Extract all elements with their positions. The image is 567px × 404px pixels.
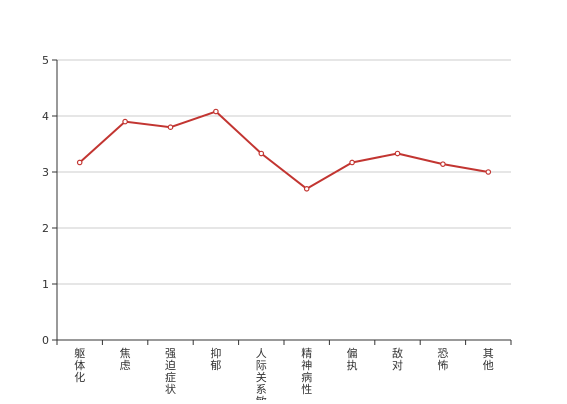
- y-tick-label: 3: [42, 166, 49, 179]
- axes: [52, 59, 512, 345]
- data-point: [213, 108, 219, 115]
- data-point: [122, 118, 128, 125]
- y-tick-label: 0: [42, 334, 49, 347]
- data-point: [440, 161, 446, 167]
- data-point: [258, 150, 265, 157]
- y-tick-label: 5: [42, 54, 49, 67]
- x-tick-label: 敌对: [392, 346, 403, 372]
- data-point: [394, 150, 401, 157]
- y-tick-label: 1: [42, 278, 49, 291]
- x-tick-label: 精神病性: [301, 347, 312, 396]
- data-point: [349, 159, 355, 166]
- data-point: [303, 186, 310, 192]
- data-point: [485, 169, 492, 175]
- x-tick-label: 恐怖: [437, 347, 448, 372]
- data-point: [76, 159, 83, 166]
- y-tick-label: 4: [42, 110, 49, 123]
- y-tick-label: 2: [42, 222, 49, 235]
- series: [76, 108, 492, 192]
- x-tick-label: 其他: [483, 347, 494, 372]
- x-tick-label: 偏执: [347, 346, 358, 372]
- x-tick-label: 人际关系敏感: [256, 347, 267, 400]
- tick-labels: 0 1 2 3 4 5 躯体化 焦虑 强迫症状 抑郁 人际关系敏感 精神病性 偏执 敌对 恐怖 其他: [42, 54, 494, 404]
- x-tick-label: 强迫症状: [165, 347, 176, 396]
- x-tick-label: 焦虑: [120, 347, 131, 372]
- x-tick-label: 抑郁: [210, 346, 221, 372]
- x-tick-label: 躯体化: [74, 347, 85, 384]
- series-line: [79, 110, 489, 190]
- data-point: [167, 124, 174, 131]
